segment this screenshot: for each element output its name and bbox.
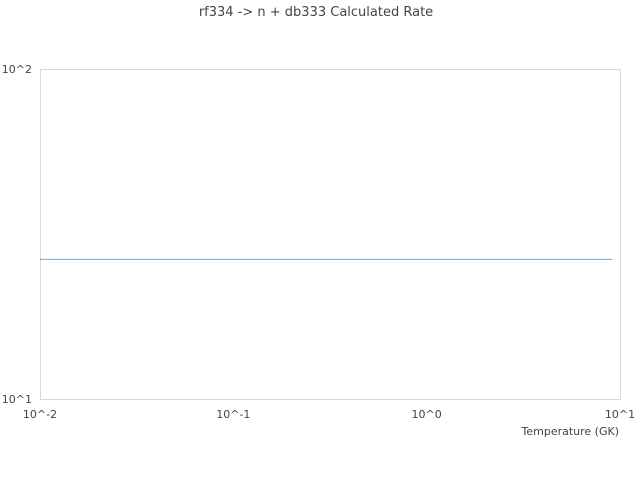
x-axis-label: Temperature (GK)	[521, 425, 620, 438]
plot-area	[40, 69, 621, 400]
x-tick-label: 10^1	[605, 408, 635, 421]
x-tick-label: 10^-2	[23, 408, 57, 421]
y-tick-label: 10^2	[2, 63, 32, 76]
y-tick-label: 10^1	[2, 393, 32, 406]
x-tick-label: 10^0	[412, 408, 442, 421]
x-tick-label: 10^-1	[216, 408, 250, 421]
chart-title: rf334 -> n + db333 Calculated Rate	[199, 5, 433, 20]
